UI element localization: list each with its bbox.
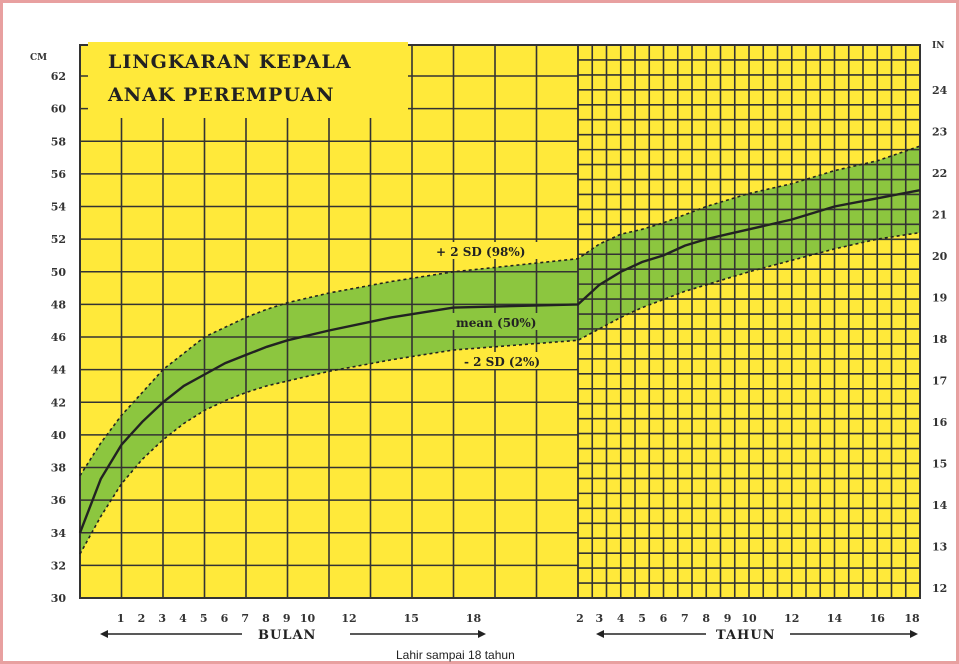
mean-curve [78, 189, 921, 534]
title-line-2: ANAK PEREMPUAN [107, 84, 334, 106]
left-tick-label: 54 [51, 201, 67, 214]
year-tick-label: 14 [827, 612, 843, 625]
left-tick-label: 44 [51, 364, 67, 377]
curves [78, 145, 921, 555]
left-tick-label: 32 [51, 559, 66, 572]
left-axis-ticks: 30 32 34 36 38 40 42 44 46 48 50 52 54 56 58 60 62 [51, 70, 67, 605]
year-tick-label: 16 [870, 612, 886, 625]
month-tick-label: 18 [466, 612, 482, 625]
left-tick-label: 50 [51, 266, 67, 279]
annotation-lower-bg [460, 352, 576, 369]
left-unit-label: CM [30, 53, 47, 63]
years-arrow-right-head [910, 630, 918, 638]
left-tick-label: 40 [51, 429, 67, 442]
month-tick-label: 10 [300, 612, 316, 625]
right-tick-label: 12 [932, 582, 947, 595]
left-tick-label: 52 [51, 233, 66, 246]
right-tick-label: 19 [932, 292, 947, 305]
months-arrow-right-head [478, 630, 486, 638]
right-tick-label: 17 [932, 375, 947, 388]
year-tick-label: 6 [660, 612, 668, 625]
left-tick-label: 48 [51, 298, 67, 311]
years-arrow-left-head [596, 630, 604, 638]
year-tick-label: 12 [784, 612, 799, 625]
right-tick-label: 23 [932, 126, 947, 139]
month-tick-label: 5 [200, 612, 208, 625]
annotation-upper-bg [432, 242, 564, 259]
month-tick-label: 1 [117, 612, 125, 625]
left-tick-label: 30 [51, 592, 67, 605]
left-tick-label: 46 [51, 331, 67, 344]
annotation-mean: mean (50%) [456, 316, 536, 330]
annotation-mean-bg [452, 313, 576, 330]
left-tick-label: 56 [51, 168, 67, 181]
right-tick-label: 14 [932, 499, 948, 512]
month-tick-label: 6 [221, 612, 229, 625]
title-box: LINGKARAN KEPALA ANAK PEREMPUAN [88, 42, 408, 118]
title-line-1: LINGKARAN KEPALA [108, 51, 352, 73]
annotation-upper-group: + 2 SD (98%) [432, 242, 564, 259]
annotation-lower: - 2 SD (2%) [464, 355, 540, 369]
year-tick-label: 3 [596, 612, 604, 625]
right-tick-label: 18 [932, 333, 948, 346]
normal-range-area [80, 146, 920, 554]
left-tick-label: 42 [51, 396, 66, 409]
left-tick-label: 36 [51, 494, 67, 507]
months-arrow-left-head [100, 630, 108, 638]
year-tick-label: 10 [741, 612, 757, 625]
annotation-upper: + 2 SD (98%) [436, 245, 525, 259]
left-tick-label: 58 [51, 135, 67, 148]
left-tick-label: 60 [51, 103, 67, 116]
month-tick-label: 4 [179, 612, 187, 625]
right-tick-label: 20 [932, 250, 948, 263]
right-tick-label: 24 [932, 84, 948, 97]
years-arrow: TAHUN [596, 628, 918, 643]
right-tick-label: 13 [932, 541, 947, 554]
year-axis-ticks: 2 3 4 5 6 7 8 9 10 12 14 16 18 [576, 612, 920, 625]
year-tick-label: 2 [576, 612, 584, 625]
year-tick-label: 7 [681, 612, 689, 625]
title-box-fill [88, 42, 408, 118]
month-tick-label: 15 [404, 612, 419, 625]
right-tick-label: 16 [932, 416, 948, 429]
right-unit-label: IN [932, 41, 944, 51]
normal-range-band [80, 146, 920, 554]
year-tick-label: 8 [702, 612, 710, 625]
upper-sd-curve [79, 145, 921, 477]
lower-sd-curve [79, 231, 921, 555]
footer-caption: Lahir sampai 18 tahun [396, 648, 515, 662]
annotation-lower-group: - 2 SD (2%) [460, 352, 576, 369]
months-label: BULAN [258, 628, 316, 643]
years-label: TAHUN [716, 628, 776, 643]
year-tick-label: 5 [638, 612, 646, 625]
month-tick-label: 12 [341, 612, 356, 625]
month-tick-label: 8 [262, 612, 270, 625]
month-tick-label: 7 [241, 612, 249, 625]
year-tick-label: 9 [724, 612, 732, 625]
left-tick-label: 34 [51, 527, 67, 540]
right-tick-label: 15 [932, 458, 947, 471]
left-tick-label: 62 [51, 70, 66, 83]
month-tick-label: 3 [158, 612, 166, 625]
month-tick-label: 2 [138, 612, 146, 625]
year-tick-label: 18 [904, 612, 920, 625]
right-tick-label: 22 [932, 167, 947, 180]
months-arrow: BULAN [100, 628, 486, 643]
left-tick-label: 38 [51, 462, 67, 475]
month-tick-label: 9 [283, 612, 291, 625]
right-tick-label: 21 [932, 209, 947, 222]
month-axis-ticks: 1 2 3 4 5 6 7 8 9 10 12 15 18 [117, 612, 482, 625]
year-tick-label: 4 [617, 612, 625, 625]
plot-border [79, 44, 921, 599]
right-axis-ticks: 12 13 14 15 16 17 18 19 20 21 22 23 24 [932, 84, 948, 595]
annotation-mean-group: mean (50%) [452, 313, 576, 330]
